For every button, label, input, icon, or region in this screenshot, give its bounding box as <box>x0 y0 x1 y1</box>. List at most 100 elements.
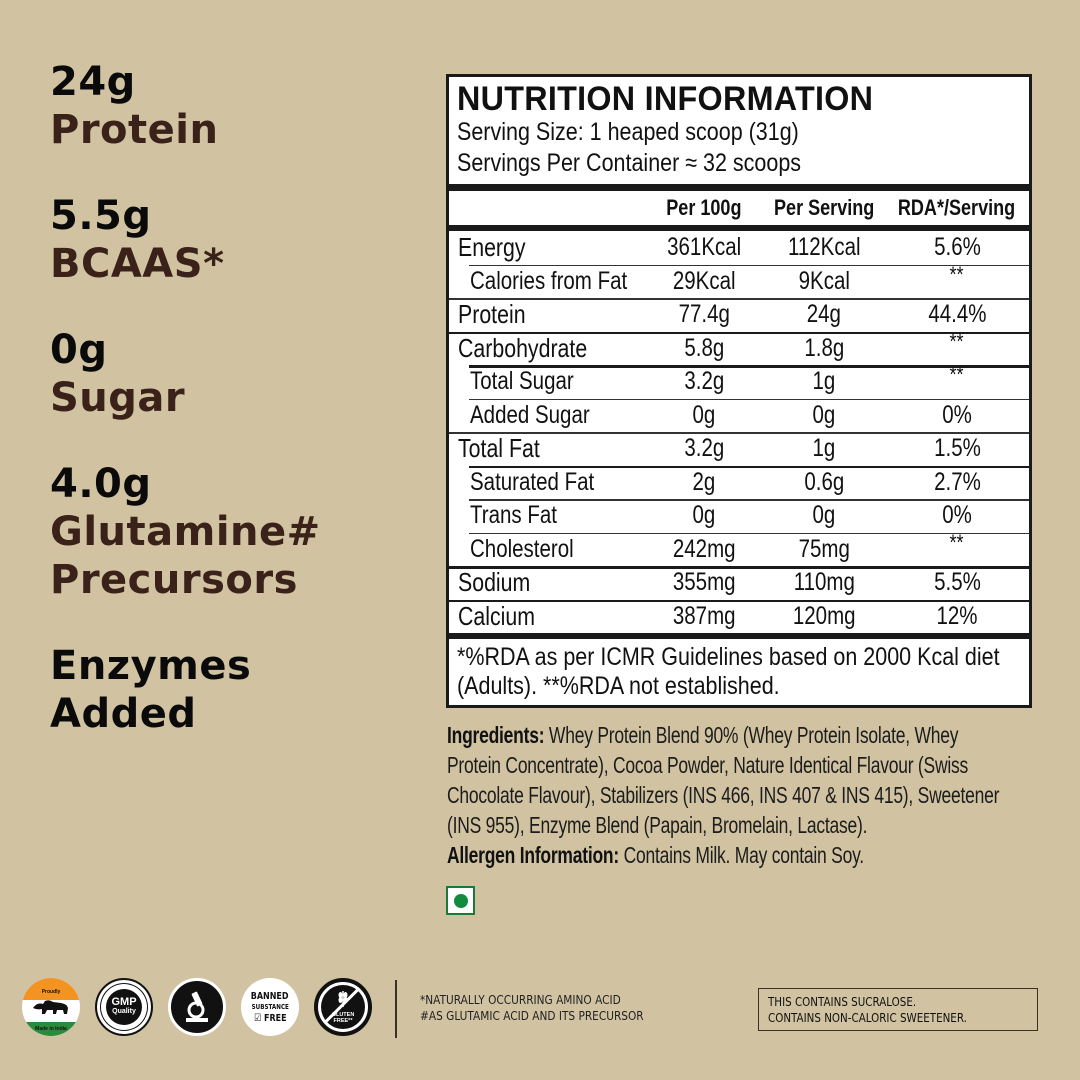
rda-value: 0% <box>942 501 972 530</box>
per-serving-value: 0.6g <box>804 467 844 496</box>
badge-text: Made in India <box>35 1026 67 1032</box>
per100g-value: 242mg <box>672 534 736 563</box>
nutrient-name: Sodium <box>458 567 531 598</box>
sweetener-notice-line: THIS CONTAINS SUCRALOSE. <box>768 995 917 1009</box>
rda-value: ** <box>949 261 965 287</box>
green-band <box>22 1022 80 1036</box>
column-header-label: RDA*/Serving <box>898 195 1016 220</box>
gmp-quality-badge-icon: GMP Quality <box>95 978 153 1036</box>
per100g-value: 3.2g <box>684 367 724 396</box>
column-header-per-serving: Per Serving <box>763 195 885 221</box>
footnotes: *NATURALLY OCCURRING AMINO ACID #AS GLUT… <box>420 992 674 1024</box>
highlight-label: Added <box>50 690 410 738</box>
badge-text-line: GLUTEN <box>331 1012 355 1018</box>
gluten-inner: GLUTEN FREE** <box>321 985 365 1029</box>
per-serving-value: 0g <box>812 400 836 429</box>
rda-note-line: (Adults). **%RDA not established. <box>457 672 780 700</box>
badge-text-line: FREE** <box>333 1018 353 1024</box>
highlight-enzymes: Enzymes Added <box>50 642 410 738</box>
ingredients-text: Whey Protein Blend 90% (Whey Protein Iso… <box>548 722 959 748</box>
nutrition-header: NUTRITION INFORMATION Serving Size: 1 he… <box>449 77 1029 191</box>
per-serving-value: 110mg <box>793 568 855 597</box>
rda-value: 0% <box>942 400 972 429</box>
rda-value: 5.6% <box>933 233 981 262</box>
nutrient-name: Total Fat <box>458 433 540 464</box>
rda-value: ** <box>949 362 965 388</box>
saffron-band <box>22 978 80 1000</box>
highlight-label-line: Glutamine# <box>50 509 321 555</box>
per100g-value: 77.4g <box>678 300 730 329</box>
highlight-label: Glutamine# Precursors <box>50 508 410 604</box>
table-row: Sodium 355mg 110mg 5.5% <box>449 566 1029 600</box>
certification-badges: Proudly Made in India GMP Quality BANNED… <box>22 978 372 1036</box>
badge-text: BANNED <box>251 990 289 1002</box>
per100g-value: 0g <box>692 501 716 530</box>
made-in-india-badge-icon: Proudly Made in India <box>22 978 80 1036</box>
nutrient-name: Saturated Fat <box>470 467 595 496</box>
allergen-line: Allergen Information: Contains Milk. May… <box>447 840 903 870</box>
highlights-list: 24g Protein 5.5g BCAAS* 0g Sugar 4.0g Gl… <box>50 58 410 776</box>
highlight-value: 4.0g <box>50 461 152 507</box>
nutrient-name: Calories from Fat <box>470 266 628 295</box>
badge-text: Proudly <box>41 989 61 995</box>
ingredients-label: Ingredients: <box>447 722 545 748</box>
gmp-inner: GMP Quality <box>106 989 142 1025</box>
highlight-protein: 24g Protein <box>50 58 410 154</box>
highlight-label-line: Added <box>50 691 197 737</box>
nutrient-name: Calcium <box>458 600 536 631</box>
highlight-label: Protein <box>50 106 410 154</box>
table-row: Total Fat 3.2g 1g 1.5% <box>449 432 1029 466</box>
nutrient-name: Protein <box>458 299 526 330</box>
rda-value: 5.5% <box>933 568 981 597</box>
rda-note-line: *%RDA as per ICMR Guidelines based on 20… <box>457 643 1000 671</box>
ingredients-line: Ingredients: Whey Protein Blend 90% (Whe… <box>447 720 958 750</box>
table-row: Energy 361Kcal 112Kcal 5.6% <box>449 231 1029 265</box>
highlight-label: Sugar <box>50 374 410 422</box>
rda-value: 44.4% <box>927 300 987 329</box>
per100g-value: 0g <box>692 400 716 429</box>
highlight-glutamine: 4.0g Glutamine# Precursors <box>50 460 410 604</box>
vegetarian-icon <box>446 886 475 915</box>
highlight-label: BCAAS* <box>50 240 410 288</box>
nutrient-name: Total Sugar <box>470 367 574 396</box>
highlight-label-line: Protein <box>50 107 219 153</box>
highlight-label-line: Sugar <box>50 375 186 421</box>
table-row: Carbohydrate 5.8g 1.8g ** <box>449 328 1029 366</box>
ingredients-block: Ingredients: Whey Protein Blend 90% (Whe… <box>447 720 1047 870</box>
per100g-value: 387mg <box>672 601 736 630</box>
per100g-value: 3.2g <box>684 434 724 463</box>
badge-text: GMP <box>111 996 137 1008</box>
per100g-value: 29Kcal <box>672 266 736 295</box>
per-serving-value: 1.8g <box>804 333 844 362</box>
per-serving-value: 120mg <box>792 601 856 630</box>
microscope-icon <box>186 991 208 1022</box>
rda-value: 12% <box>936 601 978 630</box>
lab-certified-badge-icon <box>168 978 226 1036</box>
ingredients-line: Chocolate Flavour), Stabilizers (INS 466… <box>447 782 1000 808</box>
allergen-text: Contains Milk. May contain Soy. <box>623 842 865 868</box>
table-row: Saturated Fat 2g 0.6g 2.7% <box>449 465 1029 500</box>
footnote-line: *NATURALLY OCCURRING AMINO ACID <box>420 993 621 1007</box>
nutrition-rows: Energy 361Kcal 112Kcal 5.6% Calories fro… <box>449 231 1029 639</box>
column-header-per100g: Per 100g <box>645 195 763 221</box>
nutrition-panel: NUTRITION INFORMATION Serving Size: 1 he… <box>446 74 1032 708</box>
vegetarian-dot <box>453 893 468 908</box>
per-serving-value: 1g <box>812 434 836 463</box>
highlight-label-line: Precursors <box>50 557 298 603</box>
highlight-value: 24g <box>50 59 136 105</box>
rda-value: ** <box>949 328 965 354</box>
per-serving-value: 1g <box>812 367 836 396</box>
serving-size: Serving Size: 1 heaped scoop (31g) <box>457 118 799 146</box>
nutrient-name: Added Sugar <box>470 400 590 429</box>
table-row: Trans Fat 0g 0g 0% <box>449 499 1029 533</box>
per-serving-value: 0g <box>812 501 836 530</box>
badge-text: GLUTEN FREE** <box>332 1012 355 1024</box>
per100g-value: 2g <box>692 467 716 496</box>
servings-per-container: Servings Per Container ≈ 32 scoops <box>457 149 802 177</box>
table-row: Total Sugar 3.2g 1g ** <box>449 362 1029 399</box>
per100g-value: 355mg <box>672 568 736 597</box>
sweetener-notice: THIS CONTAINS SUCRALOSE. CONTAINS NON-CA… <box>758 988 1038 1031</box>
allergen-label: Allergen Information: <box>447 842 619 868</box>
nutrient-name: Carbohydrate <box>458 332 588 363</box>
badge-text: SUBSTANCE <box>251 1002 289 1011</box>
